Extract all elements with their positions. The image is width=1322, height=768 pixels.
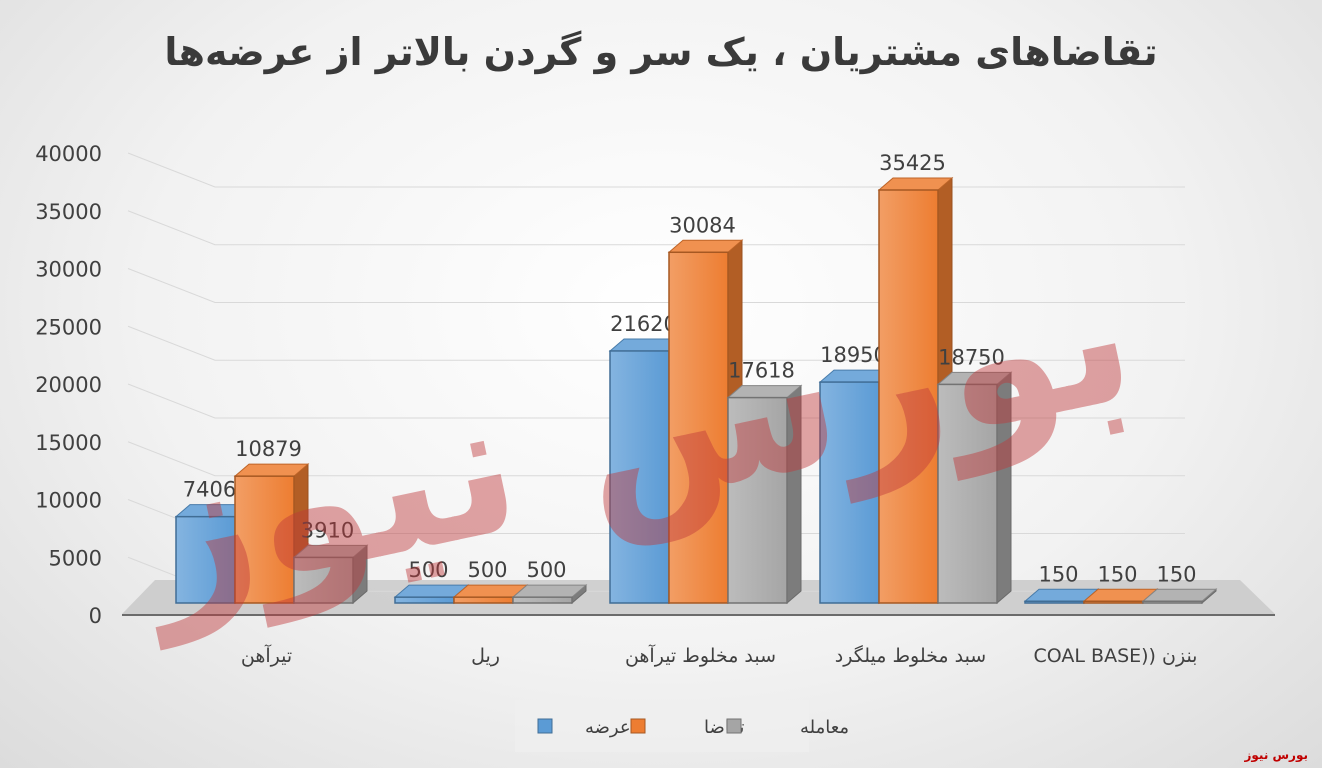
bar	[1141, 588, 1218, 605]
data-label: 150	[1038, 562, 1078, 586]
bar-front	[727, 396, 788, 604]
legend: عرضه تقاضا معامله	[515, 700, 849, 752]
y-tick-label: 25000	[35, 315, 102, 339]
x-tick-label: بنزن ((COAL BASE	[1034, 645, 1198, 667]
legend-swatch	[630, 718, 646, 734]
y-tick-label: 0	[89, 604, 102, 628]
legend-label: عرضه	[585, 717, 631, 738]
x-tick-label: سبد مخلوط تیرآهن	[625, 643, 776, 667]
bar-front	[1024, 600, 1085, 604]
bar	[936, 371, 1013, 605]
chart-title: تقاضاهای مشتریان ، یک سر و گردن بالاتر ا…	[164, 30, 1158, 74]
x-tick-label: سبد مخلوط میلگرد	[835, 644, 986, 667]
bar-front	[293, 556, 354, 604]
bar-front	[609, 350, 670, 604]
bar-front	[1142, 600, 1203, 604]
data-label: 35425	[879, 151, 946, 175]
gridline	[127, 268, 1185, 303]
bar-front	[819, 381, 880, 604]
bar-front	[394, 596, 455, 604]
data-label: 10879	[235, 437, 302, 461]
bar-front	[668, 251, 729, 604]
y-tick-label: 30000	[35, 258, 102, 282]
bar-front	[1083, 600, 1144, 604]
legend-swatch	[537, 718, 553, 734]
bar	[511, 584, 588, 605]
bar	[726, 384, 803, 605]
legend-swatch	[726, 718, 742, 734]
data-label: 150	[1097, 562, 1137, 586]
data-label: 18950	[820, 343, 887, 367]
gridline	[127, 152, 1185, 188]
data-label: 500	[408, 558, 448, 582]
y-tick-label: 10000	[35, 489, 102, 513]
data-label: 17618	[728, 359, 795, 383]
x-tick-label: تیرآهن	[241, 643, 292, 667]
data-label: 500	[526, 558, 566, 582]
bar-front	[878, 189, 939, 604]
data-label: 500	[467, 558, 507, 582]
data-label: 3910	[301, 518, 354, 542]
legend-box	[515, 700, 809, 752]
data-label: 7406	[183, 478, 236, 502]
bar-front	[512, 596, 573, 604]
data-label: 150	[1156, 562, 1196, 586]
bar-front	[937, 383, 998, 604]
data-label: 30084	[669, 213, 736, 237]
y-tick-label: 5000	[49, 546, 102, 570]
source-credit: بورس نیوز	[1244, 748, 1308, 762]
bar-front	[234, 475, 295, 604]
bar-front	[453, 596, 514, 604]
y-tick-label: 20000	[35, 373, 102, 397]
y-tick-label: 15000	[35, 431, 102, 455]
data-label: 18750	[938, 345, 1005, 369]
gridline	[127, 210, 1185, 246]
y-tick-label: 35000	[35, 200, 102, 224]
x-tick-label: ریل	[471, 645, 500, 667]
bar	[292, 544, 369, 605]
gridline	[127, 325, 1185, 361]
y-tick-label: 40000	[35, 142, 102, 166]
data-label: 21620	[610, 312, 677, 336]
legend-label: معامله	[800, 717, 849, 738]
